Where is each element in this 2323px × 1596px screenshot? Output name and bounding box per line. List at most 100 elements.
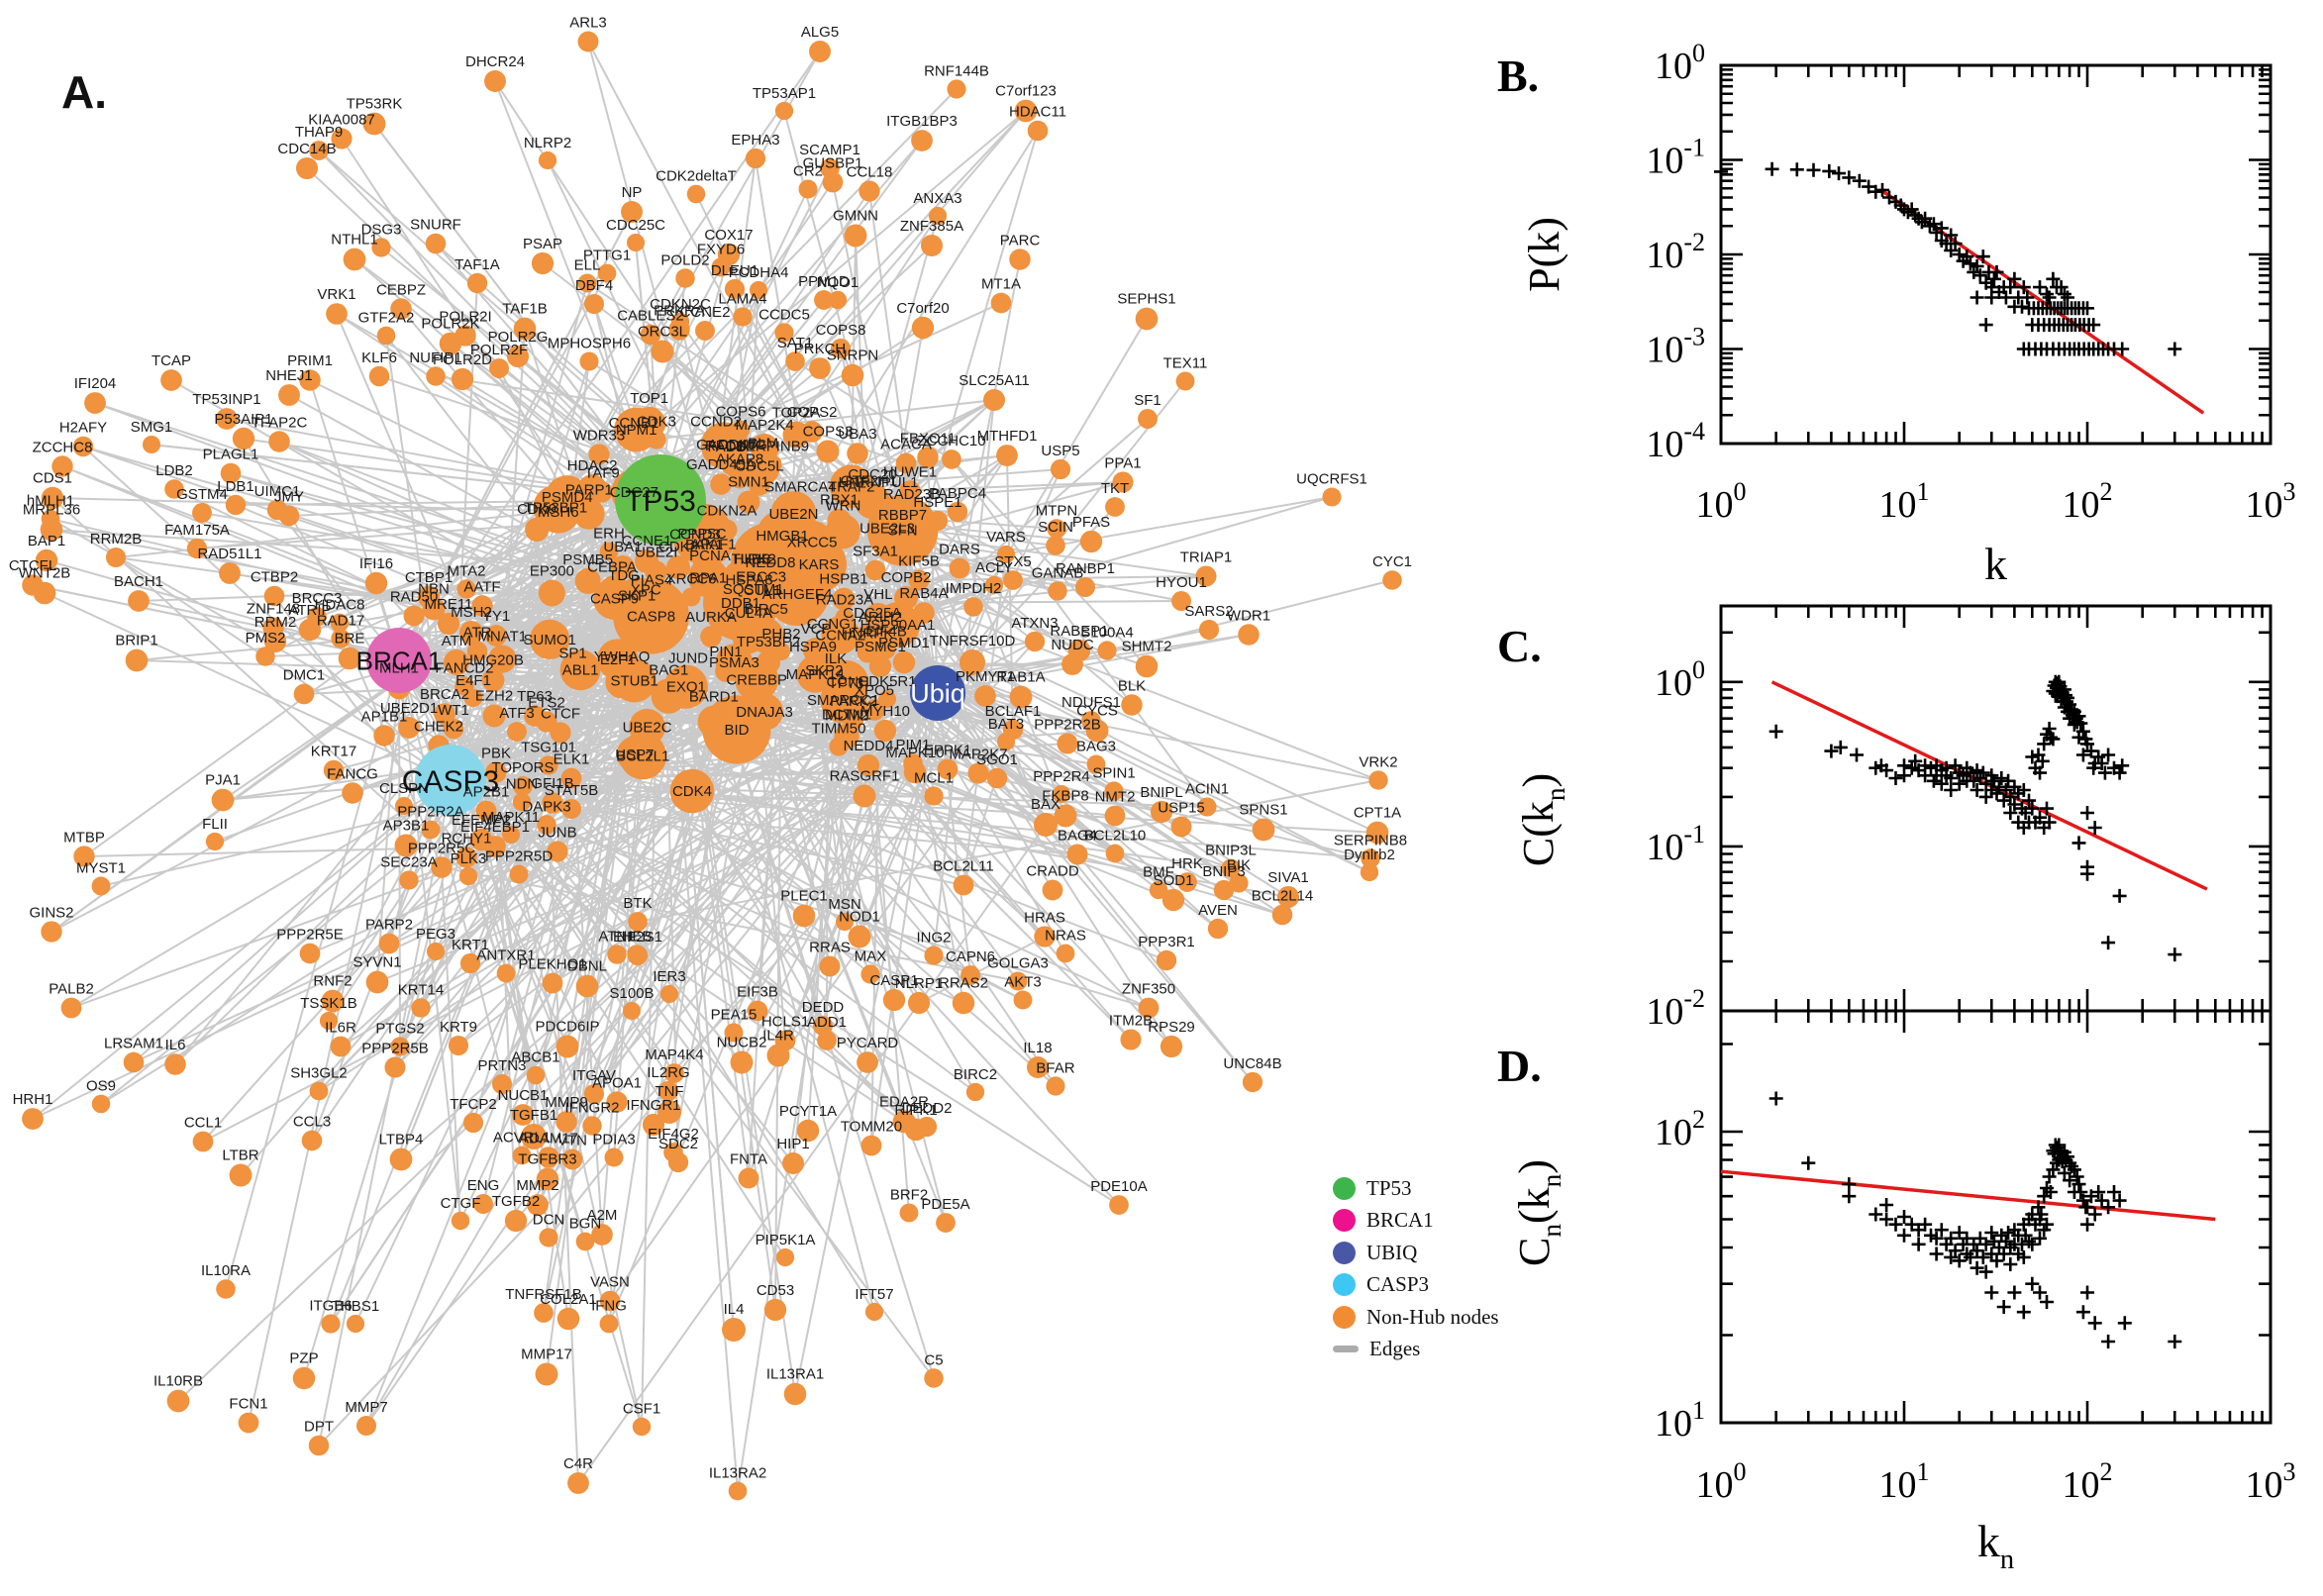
network-node	[326, 303, 348, 325]
node-label: WNT2B	[19, 565, 71, 582]
network-node	[1105, 844, 1125, 863]
network-node	[473, 1194, 493, 1214]
network-node	[965, 1082, 985, 1102]
legend-item-edges: Edges	[1333, 1334, 1499, 1366]
network-node	[907, 991, 931, 1015]
network-node	[575, 974, 599, 998]
network-edge	[373, 123, 661, 501]
node-label: NLRP2	[524, 135, 571, 151]
edges-swatch-icon	[1333, 1346, 1359, 1353]
network-node	[91, 876, 111, 896]
axis-ticks	[1719, 606, 2272, 1013]
network-node	[466, 272, 488, 294]
network-node	[659, 984, 679, 1004]
network-node	[743, 558, 780, 595]
network-edge	[450, 488, 594, 781]
network-node	[338, 647, 361, 670]
network-node	[575, 1232, 595, 1251]
network-node	[84, 392, 106, 414]
network-node	[521, 1124, 547, 1149]
network-node	[205, 832, 225, 851]
node-label: PLAGL1	[203, 447, 259, 463]
network-edge	[32, 779, 452, 1120]
network-node	[783, 1382, 807, 1406]
network-edge	[32, 584, 400, 661]
network-node	[1061, 653, 1083, 675]
network-node	[892, 650, 916, 674]
network-node	[128, 590, 150, 612]
network-node	[471, 595, 493, 617]
network-node	[903, 753, 923, 773]
network-node	[1360, 862, 1379, 882]
node-label: HDAC11	[1009, 104, 1066, 121]
node-label: POLR2I	[439, 308, 491, 325]
x-tick-label: 101	[1879, 1457, 1930, 1506]
y-axis-title: Cn(kn)	[1510, 1159, 1566, 1266]
network-node	[593, 577, 637, 621]
network-node	[263, 630, 287, 653]
node-label: MYST1	[76, 860, 126, 877]
node-label: JMY	[274, 489, 304, 506]
network-node	[775, 1247, 795, 1267]
network-node	[899, 1203, 919, 1223]
network-node	[1024, 631, 1046, 652]
node-label: MTBP	[63, 829, 105, 846]
y-tick-label: 10-4	[1646, 417, 1705, 465]
network-node	[451, 367, 474, 391]
network-node	[904, 1118, 928, 1142]
node-label: ANXA3	[913, 190, 961, 207]
network-node	[591, 1224, 613, 1246]
network-node	[621, 201, 643, 223]
network-edge	[510, 834, 643, 1428]
network-node	[785, 351, 805, 371]
network-node	[485, 625, 507, 647]
network-node	[657, 1100, 681, 1124]
network-node	[770, 491, 817, 538]
network-node	[458, 866, 478, 886]
network-node	[834, 724, 859, 749]
network-node	[1104, 805, 1126, 827]
legend-label: UBIQ	[1366, 1240, 1418, 1264]
node-label: CCL18	[847, 163, 893, 180]
network-node	[390, 298, 412, 320]
network-node	[782, 421, 810, 449]
node-label: ZNF385A	[900, 218, 963, 235]
network-node	[737, 490, 760, 514]
node-label: GUSBP1	[803, 155, 863, 172]
node-label: CR2	[793, 163, 823, 180]
network-node	[873, 719, 897, 743]
network-node	[611, 555, 635, 579]
network-node	[747, 1000, 768, 1022]
network-node	[561, 1148, 583, 1170]
network-node	[746, 451, 780, 486]
network-node	[868, 654, 892, 678]
y-tick-label: 100	[1655, 39, 1705, 87]
network-node	[51, 455, 73, 477]
network-node	[411, 998, 431, 1018]
network-node	[984, 575, 1004, 595]
network-node	[1120, 1029, 1142, 1050]
network-node	[924, 946, 944, 965]
node-label: NUFIP1	[409, 349, 461, 366]
network-node	[822, 171, 844, 193]
network-node	[292, 1366, 316, 1390]
data-markers	[1768, 1091, 2182, 1348]
node-label: SCAMP1	[799, 142, 860, 158]
legend-item-casp3: CASP3	[1333, 1269, 1499, 1302]
fit-line	[1720, 1169, 2216, 1222]
node-label: PSAP	[523, 236, 562, 252]
network-node	[229, 1163, 252, 1187]
network-node	[996, 445, 1018, 466]
network-edge	[937, 380, 1186, 694]
node-label: DLEU1	[711, 262, 758, 279]
network-node	[542, 972, 563, 994]
network-node	[1252, 818, 1275, 842]
network-node	[796, 1119, 820, 1143]
network-node	[1135, 307, 1159, 331]
network-node	[823, 659, 869, 706]
network-node	[538, 579, 565, 607]
y-tick-label: 10-2	[1646, 984, 1705, 1033]
network-node	[1238, 624, 1260, 646]
network-node	[91, 1094, 111, 1114]
axis-ticks	[1719, 63, 2272, 446]
